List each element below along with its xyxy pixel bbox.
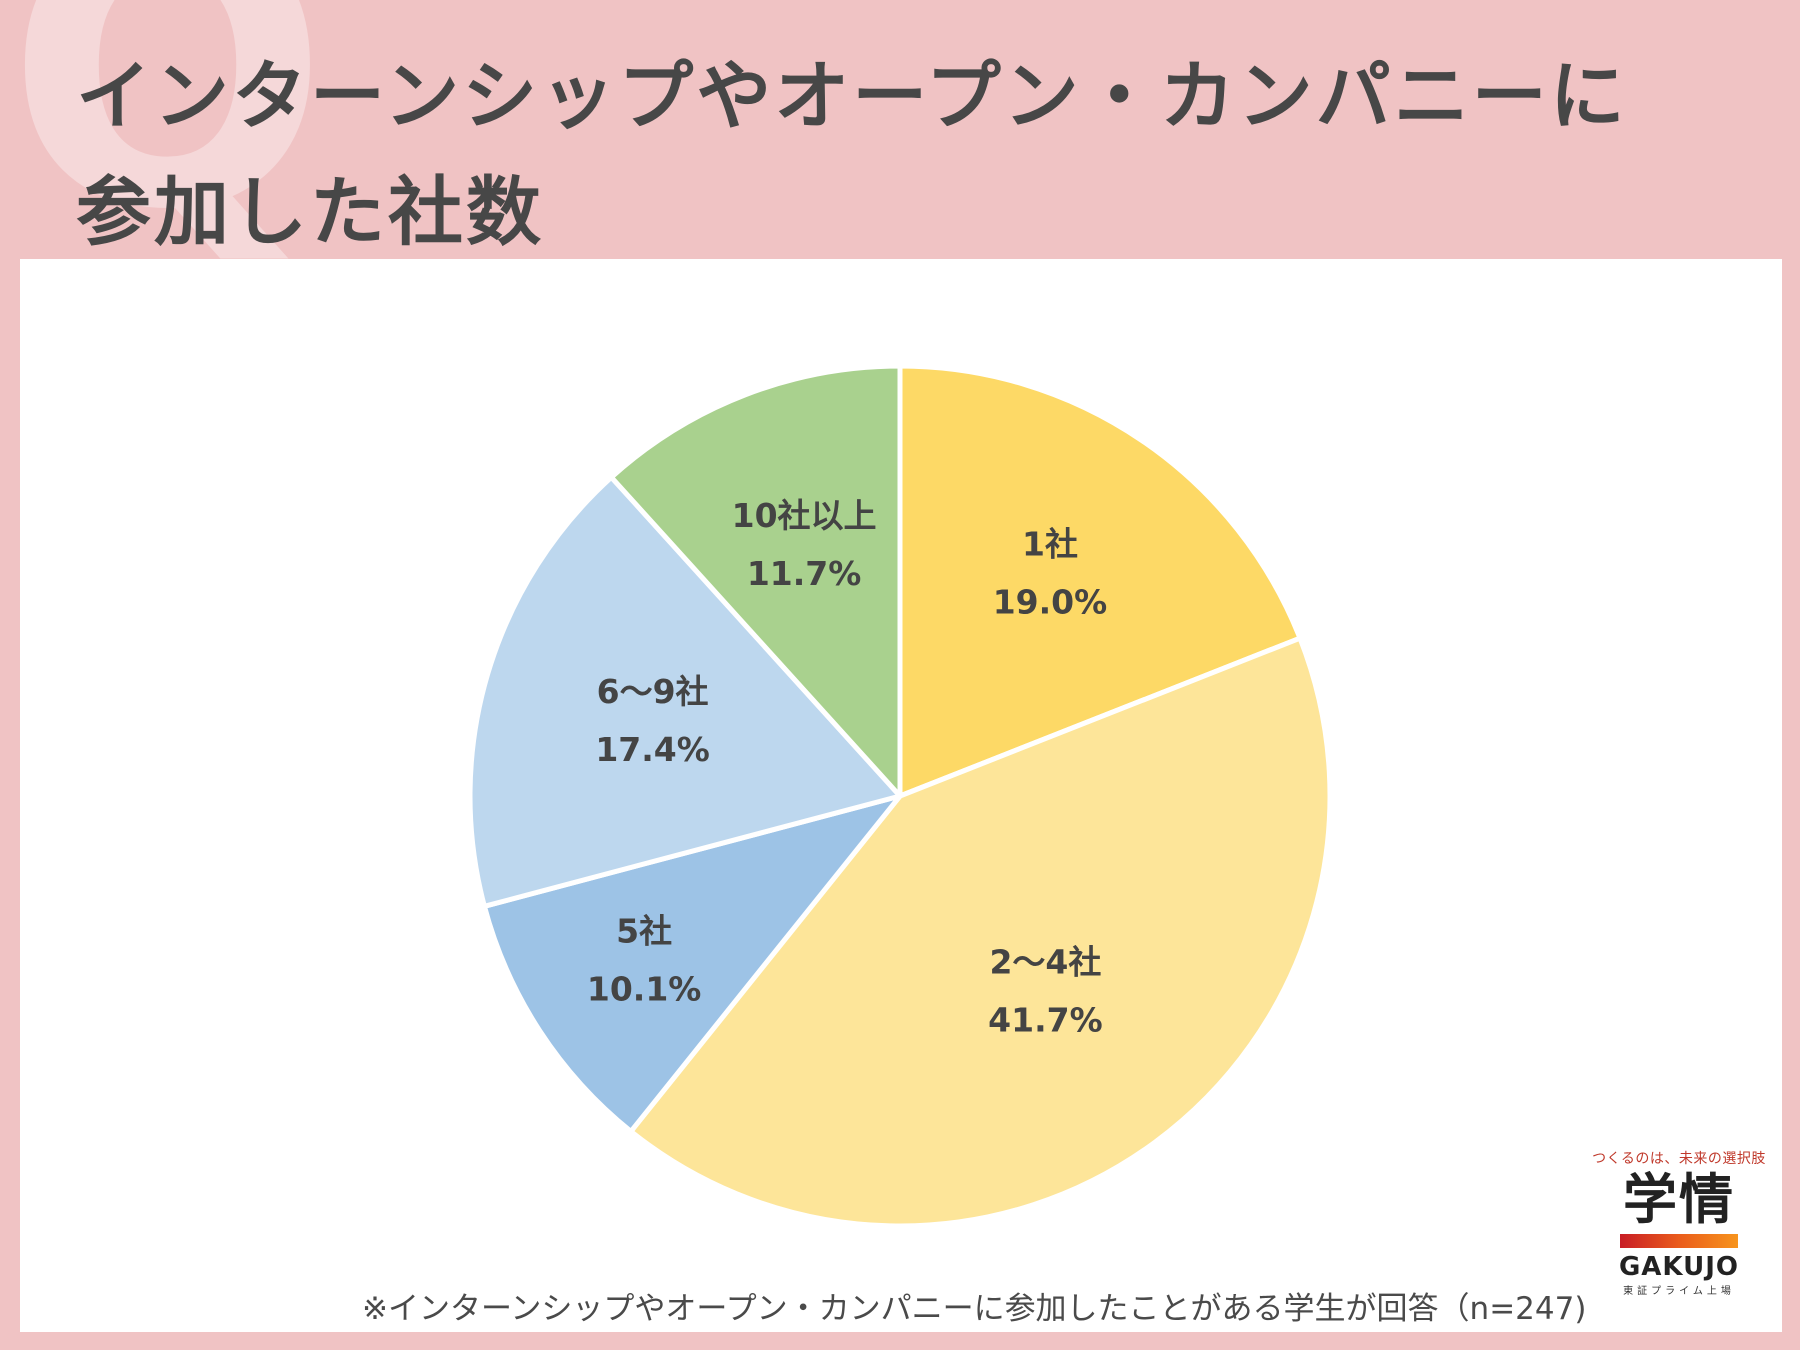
title-line-2: 参加した社数 — [76, 168, 545, 256]
pie-slice-2 — [628, 635, 1333, 1229]
slice-category-label: 2～4社 — [989, 942, 1101, 981]
logo-sub: 東証プライム上場 — [1623, 1286, 1735, 1297]
slice-category-label: 6～9社 — [597, 672, 709, 711]
slice-value-label: 41.7% — [988, 1000, 1103, 1039]
title-line-1: インターンシップやオープン・カンパニーに — [76, 52, 1628, 140]
slice-category-label: 10社以上 — [732, 496, 877, 535]
pie-slice-5 — [608, 363, 903, 799]
slice-value-label: 10.1% — [587, 970, 702, 1009]
gakujo-logo: つくるのは、未来の選択肢 学情 GAKUJO 東証プライム上場 — [1590, 1148, 1768, 1318]
logo-kanji: 学情 — [1623, 1168, 1735, 1231]
slice-value-label: 11.7% — [747, 554, 862, 593]
pie-slice-1 — [897, 363, 1303, 799]
pie-chart: 1社 19.0% 2～4社 41.7% 5社 10.1% 6～9社 17.4% 10社以上 11.… — [467, 363, 1333, 1229]
slice-value-label: 19.0% — [993, 583, 1108, 622]
slice-value-label: 17.4% — [595, 730, 710, 769]
logo-tagline: つくるのは、未来の選択肢 — [1592, 1151, 1766, 1167]
footnote: ※インターンシップやオープン・カンパニーに参加したことがある学生が回答（n=24… — [362, 1291, 1587, 1327]
slice-category-label: 5社 — [616, 912, 672, 951]
page-title: インターンシップやオープン・カンパニーに 参加した社数 — [76, 38, 1628, 270]
pie-slice-4 — [467, 474, 903, 909]
q-watermark: Q — [6, 0, 330, 293]
slice-category-label: 1社 — [1022, 525, 1078, 564]
chart-panel: 1社 19.0% 2～4社 41.7% 5社 10.1% 6～9社 17.4% 10社以上 11.… — [20, 259, 1782, 1332]
logo-english: GAKUJO — [1618, 1252, 1740, 1282]
logo-bar — [1620, 1234, 1738, 1248]
